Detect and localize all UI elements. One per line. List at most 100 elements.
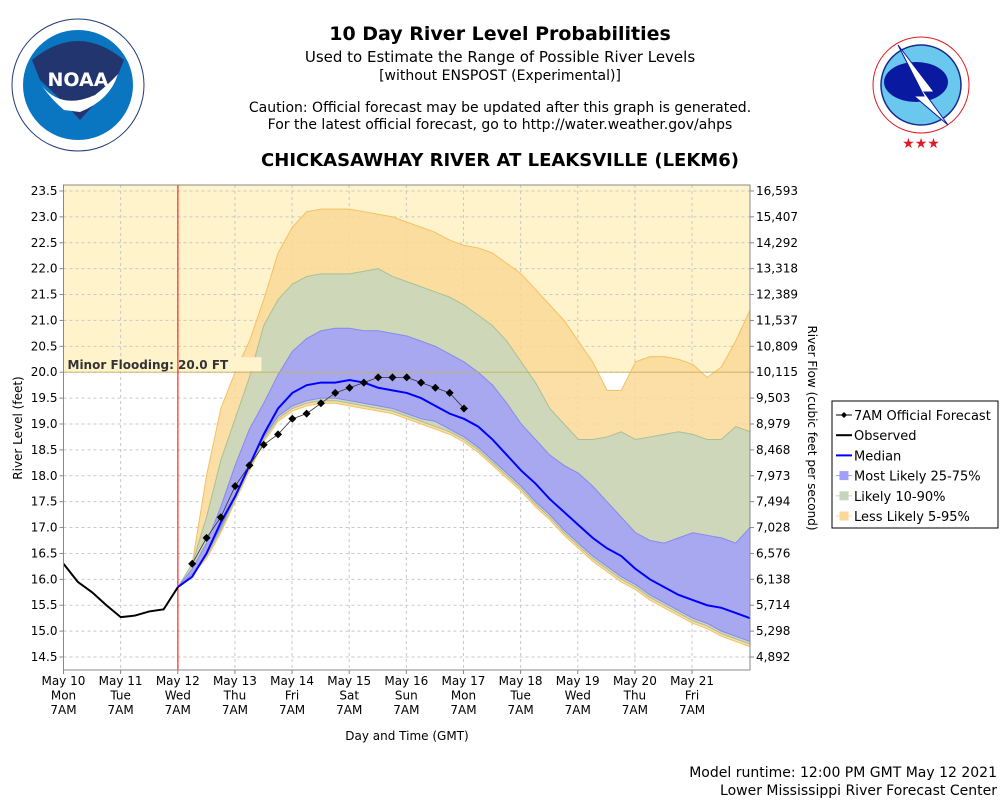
x-tick-label: Sat <box>339 689 359 703</box>
x-tick-label: 7AM <box>279 703 305 717</box>
official-forecast-point <box>431 383 440 392</box>
official-forecast-point <box>374 373 383 382</box>
y-tick-label: 18.0 <box>31 469 58 483</box>
y-tick-label: 20.0 <box>31 365 58 379</box>
noaa-logo-text: NOAA <box>48 69 109 91</box>
chart-subtitle-2: [without ENSPOST (Experimental)] <box>379 68 621 84</box>
legend-label: Observed <box>854 429 917 444</box>
x-tick-label: May 15 <box>327 674 371 688</box>
y-tick-label: 23.0 <box>31 210 58 224</box>
x-tick-label: Fri <box>285 689 299 703</box>
x-tick-label: Mon <box>451 689 476 703</box>
y2-tick-label: 15,407 <box>756 210 798 224</box>
x-tick-label: May 20 <box>613 674 657 688</box>
y-tick-label: 22.5 <box>31 236 58 250</box>
x-tick-label: May 16 <box>384 674 428 688</box>
x-tick-label: May 11 <box>99 674 143 688</box>
y2-tick-label: 6,138 <box>756 572 790 586</box>
x-tick-label: Mon <box>51 689 76 703</box>
official-forecast-point <box>417 378 426 387</box>
y2-tick-label: 10,809 <box>756 339 798 353</box>
caution-line-1: Caution: Official forecast may be update… <box>249 100 751 116</box>
observed-line <box>62 563 179 619</box>
y-tick-label: 15.0 <box>31 624 58 638</box>
official-forecast-point <box>274 430 283 439</box>
y-tick-label: 20.5 <box>31 339 58 353</box>
flood-label-background <box>64 357 262 372</box>
x-tick-label: 7AM <box>679 703 705 717</box>
official-forecast-point <box>216 513 225 522</box>
y2-axis-title: River Flow (cubic feet per second) <box>805 325 819 530</box>
y-tick-label: 21.5 <box>31 288 58 302</box>
y2-tick-label: 5,298 <box>756 624 790 638</box>
x-tick-label: May 19 <box>556 674 600 688</box>
plot-area: 14.5 4,892 15.0 5,298 15.5 5,714 16.0 6,138 16.5… <box>31 184 798 717</box>
y-tick-label: 17.5 <box>31 495 58 509</box>
y2-tick-label: 16,593 <box>756 184 798 198</box>
y-tick-label: 16.0 <box>31 572 58 586</box>
x-tick-label: May 12 <box>156 674 200 688</box>
x-tick-label: May 21 <box>670 674 714 688</box>
official-forecast-point <box>302 409 311 418</box>
nws-stars-icon: ★★★ <box>902 136 940 152</box>
y2-tick-label: 7,973 <box>756 469 790 483</box>
official-forecast-point <box>459 404 468 413</box>
y-tick-label: 23.5 <box>31 184 58 198</box>
x-tick-label: 7AM <box>222 703 248 717</box>
official-forecast-point <box>331 388 340 397</box>
y2-tick-label: 10,115 <box>756 365 798 379</box>
flood-stage-label: Minor Flooding: 20.0 FT <box>68 358 230 372</box>
official-forecast-point <box>259 440 268 449</box>
x-tick-label: 7AM <box>336 703 362 717</box>
y2-tick-label: 4,892 <box>756 650 790 664</box>
official-forecast-point <box>231 482 240 491</box>
x-tick-label: May 14 <box>270 674 314 688</box>
noaa-logo: NOAA <box>11 18 145 152</box>
official-forecast-point <box>245 461 254 470</box>
legend-label: Less Likely 5-95% <box>854 510 970 525</box>
y-tick-label: 22.0 <box>31 262 58 276</box>
legend-most_likely-swatch-icon <box>839 471 849 481</box>
x-tick-label: 7AM <box>565 703 591 717</box>
x-tick-label: 7AM <box>165 703 191 717</box>
official-forecast-point <box>445 388 454 397</box>
legend-diamond-icon <box>841 412 847 418</box>
legend-likely-swatch-icon <box>839 491 849 501</box>
x-axis-title: Day and Time (GMT) <box>345 729 468 743</box>
plot-border <box>63 184 751 671</box>
x-tick-label: May 13 <box>213 674 257 688</box>
x-tick-label: Tue <box>109 689 131 703</box>
y2-tick-label: 7,494 <box>756 495 790 509</box>
legend-label: Likely 10-90% <box>854 490 945 505</box>
legend-less_likely-swatch-icon <box>839 511 849 521</box>
official-forecast-point <box>388 373 397 382</box>
x-tick-label: 7AM <box>108 703 134 717</box>
y2-tick-label: 6,576 <box>756 546 790 560</box>
x-tick-label: 7AM <box>393 703 419 717</box>
y2-tick-label: 11,537 <box>756 313 798 327</box>
official-forecast-point <box>288 414 297 423</box>
x-tick-label: Wed <box>165 689 191 703</box>
chart-title: 10 Day River Level Probabilities <box>329 23 671 45</box>
y2-tick-label: 7,028 <box>756 521 790 535</box>
official-forecast-point <box>202 533 211 542</box>
y-tick-label: 19.5 <box>31 391 58 405</box>
x-tick-label: 7AM <box>508 703 534 717</box>
y-tick-label: 14.5 <box>31 650 58 664</box>
x-tick-label: Thu <box>223 689 247 703</box>
y-tick-label: 19.0 <box>31 417 58 431</box>
y2-tick-label: 8,468 <box>756 443 790 457</box>
x-tick-label: Sun <box>395 689 418 703</box>
y-axis-title: River Level (feet) <box>11 376 25 479</box>
station-title: CHICKASAWHAY RIVER AT LEAKSVILLE (LEKM6) <box>261 150 739 171</box>
forecast-center: Lower Mississippi River Forecast Center <box>720 783 997 799</box>
model-runtime: Model runtime: 12:00 PM GMT May 12 2021 <box>689 765 997 781</box>
legend: 7AM Official Forecast Observed Median Most … <box>831 400 999 529</box>
x-tick-label: May 18 <box>499 674 543 688</box>
x-tick-label: 7AM <box>50 703 76 717</box>
y-tick-label: 17.0 <box>31 521 58 535</box>
official-forecast-point <box>402 373 411 382</box>
y2-tick-label: 12,389 <box>756 288 798 302</box>
x-tick-label: Tue <box>509 689 531 703</box>
